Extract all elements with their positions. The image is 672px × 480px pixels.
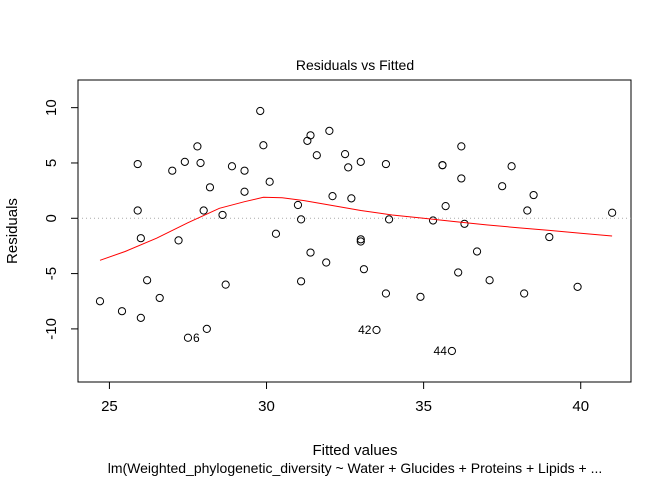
- data-point: [523, 206, 532, 215]
- data-point: [507, 162, 516, 171]
- data-point: [199, 206, 208, 215]
- data-point: [312, 151, 321, 160]
- data-point: [296, 215, 306, 224]
- data-point: [265, 177, 274, 186]
- data-point: [306, 131, 315, 140]
- data-point: [438, 161, 447, 170]
- data-point: [608, 208, 617, 217]
- outlier-labels: 6 42 44: [193, 323, 447, 358]
- data-point: [344, 163, 353, 172]
- data-point: [218, 210, 227, 220]
- data-point: [306, 248, 315, 257]
- data-point: [293, 200, 303, 210]
- data-point: [174, 236, 183, 245]
- data-point: [193, 142, 202, 151]
- data-point: [416, 292, 425, 301]
- data-point: [356, 237, 365, 246]
- data-point: [117, 307, 127, 316]
- data-point: [447, 346, 457, 356]
- data-point: [340, 150, 350, 159]
- point-label: 44: [434, 344, 448, 358]
- data-point: [454, 268, 463, 277]
- data-point: [347, 194, 356, 203]
- x-axis: 25 30 35 40: [101, 381, 589, 415]
- x-tick-label: 35: [415, 398, 432, 415]
- data-point: [545, 232, 554, 242]
- data-point: [240, 166, 249, 175]
- data-point: [271, 229, 281, 238]
- data-point: [133, 159, 142, 169]
- data-point: [240, 187, 249, 196]
- data-point: [136, 313, 145, 322]
- data-point: [381, 289, 391, 298]
- data-point: [325, 126, 334, 135]
- x-axis-label: Fitted values: [312, 442, 397, 459]
- y-tick-label: 5: [43, 159, 60, 167]
- data-point: [441, 202, 450, 211]
- chart-title: Residuals vs Fitted: [296, 57, 414, 73]
- data-point: [133, 206, 142, 215]
- data-point: [457, 142, 466, 151]
- data-point: [180, 157, 189, 166]
- y-tick-label: 0: [43, 214, 60, 222]
- data-point: [143, 276, 152, 285]
- data-point: [457, 174, 466, 183]
- data-point: [256, 106, 265, 116]
- data-point: [259, 141, 268, 150]
- loess-smoother-line: [99, 196, 613, 261]
- data-point: [384, 215, 394, 224]
- data-point: [136, 234, 145, 243]
- data-point: [359, 265, 369, 274]
- data-point: [227, 162, 237, 171]
- y-axis-label: Residuals: [4, 198, 21, 264]
- data-point: [381, 159, 391, 169]
- data-point: [296, 277, 306, 286]
- data-point: [498, 182, 507, 191]
- y-tick-label: 10: [43, 99, 60, 116]
- data-point: [205, 183, 215, 192]
- data-point: [472, 247, 482, 256]
- data-point: [460, 219, 469, 228]
- data-point: [573, 282, 582, 291]
- data-point: [372, 325, 381, 335]
- point-label: 6: [193, 331, 200, 345]
- data-point: [485, 276, 494, 285]
- data-point: [155, 293, 164, 303]
- x-tick-label: 25: [101, 398, 118, 415]
- model-formula-caption: lm(Weighted_phylogenetic_diversity ~ Wat…: [108, 460, 603, 476]
- plot-frame: [77, 79, 632, 383]
- point-label: 42: [358, 323, 372, 337]
- data-point: [95, 297, 105, 306]
- data-point: [183, 333, 193, 342]
- data-point: [428, 216, 438, 225]
- x-tick-label: 40: [572, 398, 589, 415]
- data-point: [196, 158, 205, 168]
- y-axis: -10 -5 0 5 10: [43, 99, 79, 340]
- x-tick-label: 30: [258, 398, 275, 415]
- residual-points: [95, 106, 617, 356]
- data-point: [202, 324, 211, 334]
- data-point: [520, 289, 529, 298]
- y-tick-label: -5: [43, 267, 60, 280]
- data-point: [356, 235, 365, 244]
- data-point: [328, 192, 337, 201]
- data-point: [221, 280, 230, 289]
- data-point: [303, 136, 312, 145]
- data-point: [322, 258, 331, 267]
- y-tick-label: -10: [43, 318, 60, 340]
- data-point: [529, 190, 538, 200]
- data-point: [356, 157, 365, 166]
- data-point: [168, 166, 177, 175]
